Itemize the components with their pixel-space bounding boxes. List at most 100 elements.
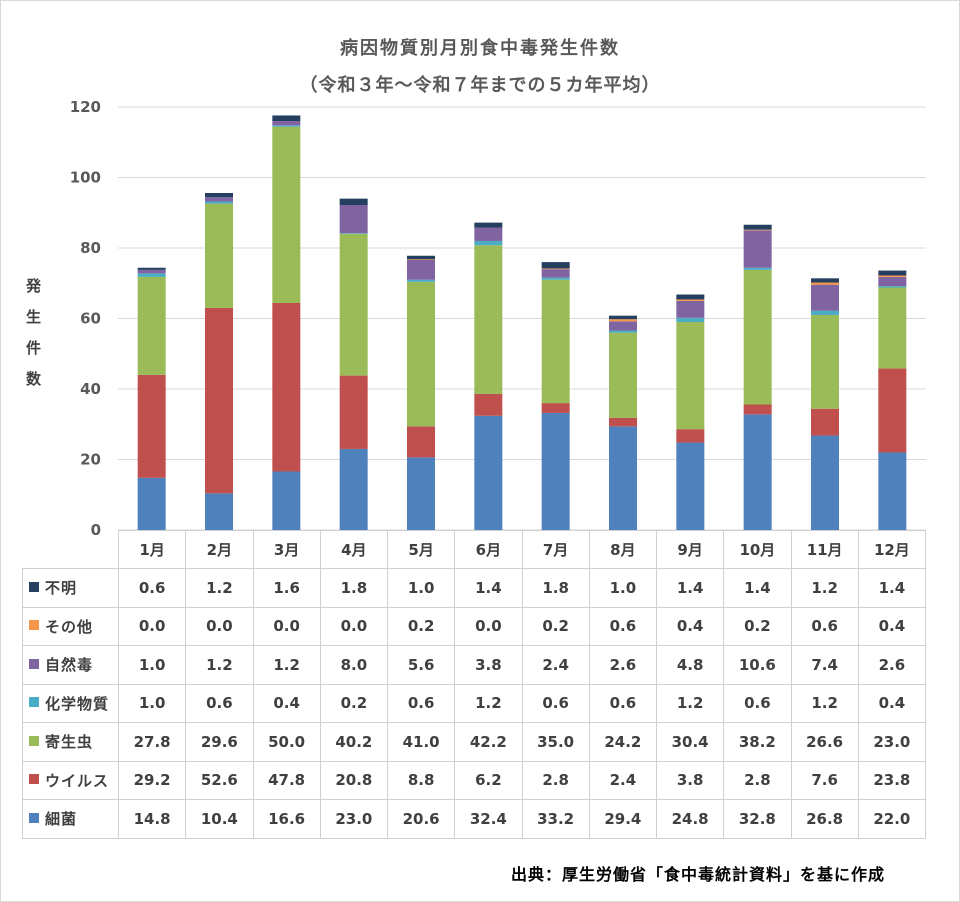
- y-tick-label: 100: [70, 169, 101, 187]
- value-cell: 0.6: [790, 606, 859, 646]
- bar-segment-m9-s1: [676, 442, 705, 530]
- bar-stack-1: [137, 267, 166, 530]
- bar-stack-10: [743, 224, 772, 530]
- bar-segment-m7-s6: [541, 268, 570, 270]
- legend-swatch: [29, 774, 39, 785]
- bar-stack-7: [541, 262, 570, 530]
- month-header-cell: 12月: [857, 530, 927, 569]
- y-tick-label: 40: [80, 380, 101, 398]
- stacked-bars: [137, 115, 907, 530]
- legend-label: 化学物質: [45, 694, 110, 713]
- bar-segment-m1-s2: [137, 374, 166, 478]
- bar-segment-m4-s3: [339, 233, 368, 376]
- bar-segment-m6-s4: [474, 240, 503, 246]
- bar-segment-m3-s7: [272, 115, 301, 122]
- value-cell: 0.4: [655, 606, 725, 646]
- bar-segment-m6-s7: [474, 222, 503, 228]
- value-cell: 26.6: [790, 722, 859, 762]
- value-cell: 52.6: [185, 760, 254, 800]
- table-row: 細菌 14.8 10.4 16.6 23.0 20.6 32.4 33.2 29.4 24.8 32…: [22, 799, 927, 839]
- y-tick-label: 20: [80, 451, 101, 469]
- bar-segment-m4-s5: [339, 204, 368, 234]
- value-cell: 35.0: [521, 722, 590, 762]
- value-cell: 1.2: [655, 683, 725, 723]
- bar-segment-m4-s4: [339, 233, 368, 234]
- value-cell: 1.4: [454, 568, 523, 608]
- value-cell: 0.2: [386, 606, 456, 646]
- value-cell: 23.8: [857, 760, 927, 800]
- value-cell: 0.4: [857, 606, 927, 646]
- chart-title: 病因物質別月別食中毒発生件数: [340, 38, 620, 59]
- value-cell: 24.8: [655, 799, 725, 839]
- bar-segment-m8-s1: [609, 426, 637, 530]
- value-cell: 14.8: [117, 799, 187, 839]
- data-table-body: 1月 2月 3月 4月 5月 6月 7月 8月 9月 10月 11月 12月 不明 0.6 1.2 1.6 1.…: [22, 530, 927, 839]
- value-cell: 20.6: [386, 799, 456, 839]
- legend-label: ウイルス: [45, 771, 110, 790]
- legend-swatch: [29, 620, 39, 631]
- value-cell: 2.6: [857, 645, 927, 685]
- value-cell: 1.4: [723, 568, 792, 608]
- bar-segment-m3-s5: [272, 121, 301, 126]
- bar-segment-m8-s3: [609, 332, 637, 418]
- value-cell: 38.2: [723, 722, 792, 762]
- month-header-cell: 5月: [386, 530, 456, 569]
- month-header-cell: 9月: [655, 530, 725, 569]
- value-cell: 1.0: [588, 568, 658, 608]
- legend-label: その他: [45, 617, 94, 636]
- bar-segment-m7-s3: [541, 279, 570, 404]
- table-corner-cell: [22, 530, 119, 569]
- source-note: 出典：厚生労働省「食中毒統計資料」を基に作成: [510, 865, 885, 884]
- bar-segment-m10-s4: [743, 267, 772, 270]
- legend-swatch: [29, 812, 39, 823]
- value-cell: 2.8: [521, 760, 590, 800]
- legend-key-cell: 自然毒: [22, 645, 119, 685]
- bar-segment-m9-s3: [676, 322, 705, 430]
- table-row: 不明 0.6 1.2 1.6 1.8 1.0 1.4 1.8 1.0 1.4 1.4 1.2 1.4: [22, 568, 927, 608]
- y-tick-label: 120: [70, 98, 101, 116]
- bar-segment-m5-s7: [407, 255, 435, 260]
- bar-segment-m11-s2: [811, 408, 839, 436]
- value-cell: 1.8: [319, 568, 389, 608]
- value-cell: 24.2: [588, 722, 658, 762]
- value-cell: 33.2: [521, 799, 590, 839]
- legend-key-cell: 不明: [22, 568, 119, 608]
- value-cell: 0.0: [185, 606, 254, 646]
- bar-segment-m7-s1: [541, 412, 570, 530]
- value-cell: 23.0: [319, 799, 389, 839]
- table-row: 自然毒 1.0 1.2 1.2 8.0 5.6 3.8 2.4 2.6 4.8 10.6 7.4 2.6: [22, 645, 927, 685]
- value-cell: 32.8: [723, 799, 792, 839]
- month-header-cell: 7月: [521, 530, 590, 569]
- month-header-cell: 3月: [252, 530, 321, 569]
- bar-segment-m10-s2: [743, 404, 772, 415]
- legend-swatch: [29, 697, 39, 708]
- bar-segment-m2-s1: [205, 493, 233, 530]
- value-cell: 30.4: [655, 722, 725, 762]
- bar-segment-m9-s6: [676, 299, 705, 301]
- bar-segment-m10-s6: [743, 229, 772, 231]
- bar-segment-m9-s7: [676, 294, 705, 300]
- value-cell: 0.2: [723, 606, 792, 646]
- y-tick-label: 60: [80, 310, 101, 328]
- value-cell: 47.8: [252, 760, 321, 800]
- bar-segment-m5-s1: [407, 457, 435, 530]
- value-cell: 0.6: [723, 683, 792, 723]
- bar-segment-m4-s2: [339, 375, 368, 449]
- value-cell: 29.6: [185, 722, 254, 762]
- bar-stack-12: [878, 270, 907, 530]
- legend-swatch: [29, 581, 39, 592]
- month-header-cell: 6月: [454, 530, 523, 569]
- bar-segment-m7-s2: [541, 403, 570, 413]
- bar-segment-m8-s2: [609, 417, 637, 427]
- table-header-row: 1月 2月 3月 4月 5月 6月 7月 8月 9月 10月 11月 12月: [22, 530, 927, 569]
- bar-segment-m6-s5: [474, 227, 503, 241]
- value-cell: 0.6: [117, 568, 187, 608]
- bar-segment-m7-s7: [541, 262, 570, 269]
- bar-segment-m11-s1: [811, 435, 839, 530]
- bar-segment-m11-s3: [811, 314, 839, 409]
- bar-segment-m11-s6: [811, 282, 839, 285]
- value-cell: 3.8: [454, 645, 523, 685]
- bar-segment-m8-s5: [609, 321, 637, 331]
- bar-segment-m7-s4: [541, 277, 570, 280]
- bar-segment-m12-s7: [878, 270, 907, 276]
